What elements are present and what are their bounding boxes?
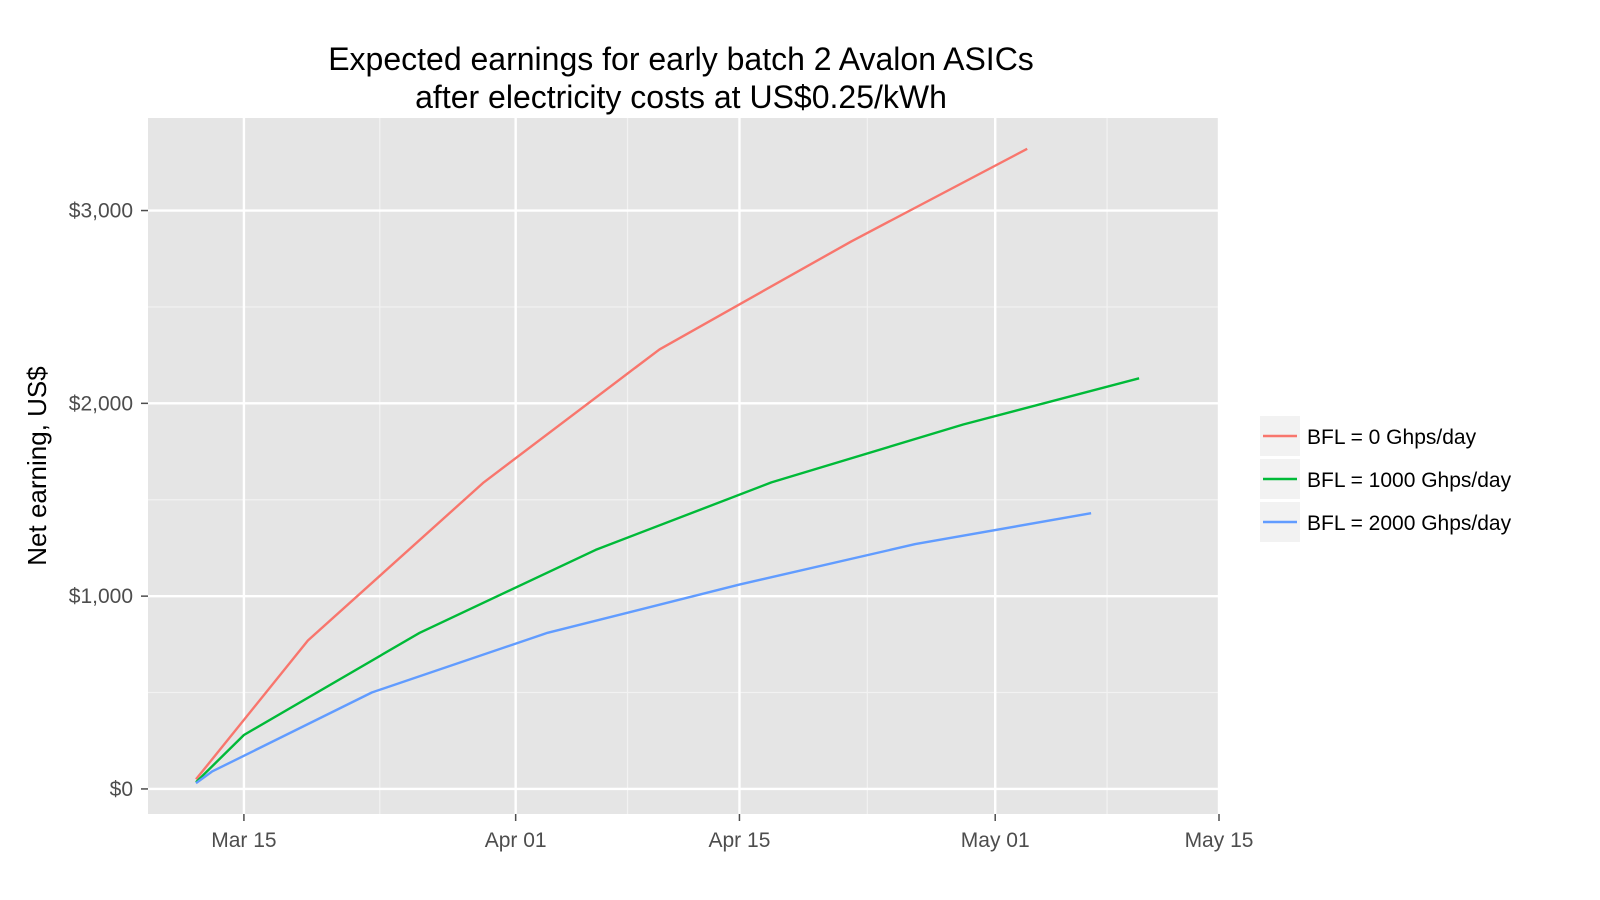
legend-label: BFL = 1000 Ghps/day bbox=[1307, 469, 1512, 492]
series-line-1 bbox=[195, 147, 1028, 781]
legend: BFL = 0 Ghps/day BFL = 1000 Ghps/day BFL =… bbox=[1260, 416, 1512, 542]
y-tick-label: $3,000 bbox=[69, 200, 133, 223]
x-tick-label: Apr 15 bbox=[709, 829, 771, 852]
series-line-2 bbox=[195, 377, 1140, 784]
y-tick-label: $0 bbox=[110, 778, 133, 801]
legend-label: BFL = 0 Ghps/day bbox=[1307, 426, 1477, 449]
series-line-3 bbox=[195, 512, 1092, 785]
chart-title-line-1: Expected earnings for early batch 2 Aval… bbox=[328, 41, 1034, 77]
y-axis-tick-labels: $0 $1,000 $2,000 $3,000 bbox=[69, 200, 133, 801]
x-tick-label: May 15 bbox=[1185, 829, 1254, 852]
y-axis-title: Net earning, US$ bbox=[22, 366, 52, 566]
axis-ticks bbox=[141, 209, 1220, 821]
y-tick-label: $1,000 bbox=[69, 585, 133, 608]
plot-panel bbox=[148, 118, 1219, 814]
x-tick-label: Mar 15 bbox=[211, 829, 276, 852]
x-tick-label: Apr 01 bbox=[485, 829, 547, 852]
chart-title-line-2: after electricity costs at US$0.25/kWh bbox=[415, 79, 947, 115]
x-tick-label: May 01 bbox=[961, 829, 1030, 852]
legend-label: BFL = 2000 Ghps/day bbox=[1307, 512, 1512, 535]
series-lines bbox=[195, 147, 1140, 785]
x-axis-tick-labels: Mar 15 Apr 01 Apr 15 May 01 May 15 bbox=[211, 829, 1253, 852]
y-tick-label: $2,000 bbox=[69, 392, 133, 415]
